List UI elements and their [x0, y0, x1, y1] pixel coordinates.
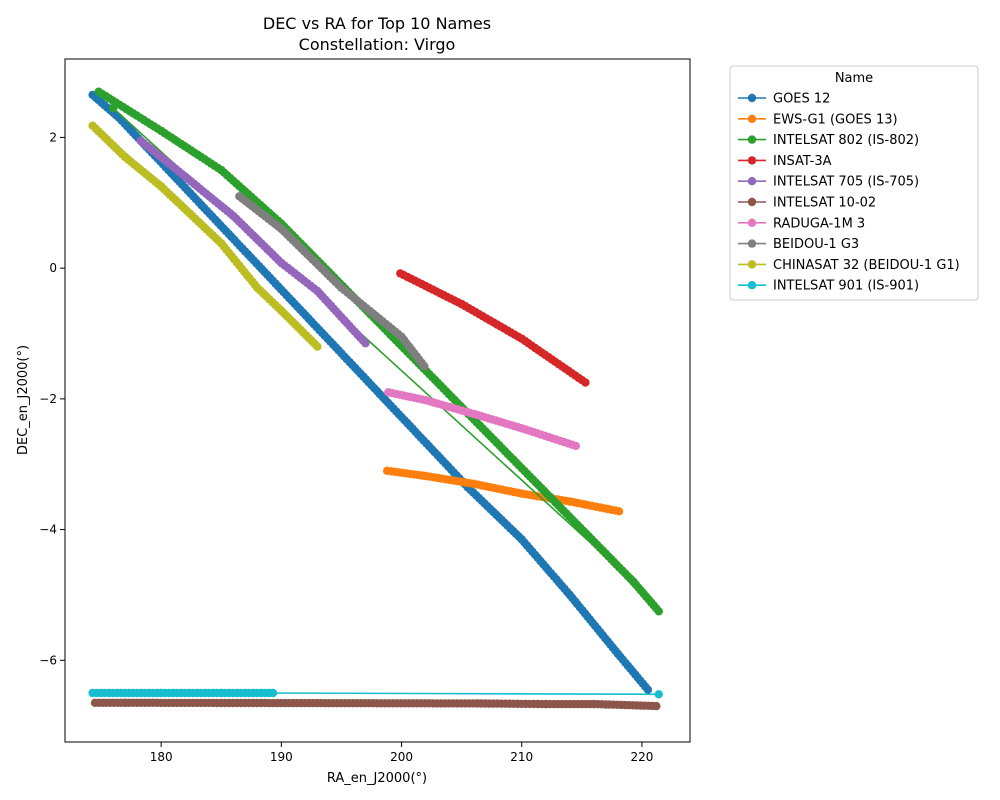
- legend-entry: INSAT-3A: [738, 154, 832, 169]
- data-point: [361, 339, 370, 348]
- legend-entry: RADUGA-1M 3: [738, 216, 865, 231]
- legend-entry: BEIDOU-1 G3: [738, 237, 859, 252]
- legend-swatch-marker: [747, 156, 757, 165]
- series-5: [90, 698, 661, 711]
- legend-swatch-marker: [747, 218, 757, 227]
- series-7: [235, 192, 429, 371]
- legend-label: INTELSAT 705 (IS-705): [773, 175, 919, 190]
- legend-box: [729, 65, 979, 301]
- data-point: [313, 342, 322, 351]
- series-2: [94, 87, 663, 616]
- legend-swatch-marker: [747, 281, 757, 290]
- y-axis-label: DEC_en_J2000(°): [16, 345, 31, 455]
- series-0: [88, 90, 653, 694]
- chart-subtitle: Constellation: Virgo: [299, 35, 456, 54]
- x-tick-label: 180: [150, 750, 173, 764]
- data-point: [652, 701, 661, 711]
- axes: 180 190 200 210 220 2 0 −2 −4 −6: [39, 130, 653, 764]
- legend-entry: INTELSAT 705 (IS-705): [738, 175, 919, 190]
- data-point: [643, 685, 653, 694]
- legend-entry: CHINASAT 32 (BEIDOU-1 G1): [738, 258, 960, 273]
- plot-area: [88, 87, 663, 711]
- legend-swatch-marker: [747, 197, 757, 207]
- legend-entry: INTELSAT 802 (IS-802): [738, 133, 919, 148]
- legend-label: INTELSAT 802 (IS-802): [773, 133, 919, 148]
- y-tick-label: −4: [39, 523, 57, 537]
- x-tick-label: 210: [510, 750, 533, 764]
- legend-items: GOES 12 EWS-G1 (GOES 13) INTELSAT 802 (IS-…: [738, 92, 960, 294]
- data-point: [571, 441, 580, 451]
- series-1: [382, 466, 624, 516]
- legend-swatch-marker: [747, 177, 757, 186]
- data-point: [420, 362, 429, 371]
- legend-title: Name: [835, 71, 873, 86]
- legend-label: GOES 12: [773, 92, 830, 107]
- x-tick-label: 220: [630, 750, 653, 764]
- legend-swatch-marker: [747, 239, 757, 248]
- data-point: [654, 607, 663, 616]
- y-tick-label: 2: [49, 130, 57, 144]
- series-9: [88, 688, 663, 699]
- legend-swatch-marker: [747, 260, 757, 269]
- legend-entry: INTELSAT 10-02: [738, 196, 876, 211]
- legend-label: BEIDOU-1 G3: [773, 237, 859, 252]
- series-6: [384, 388, 580, 451]
- legend-entry: INTELSAT 901 (IS-901): [738, 279, 919, 294]
- data-point: [614, 507, 624, 516]
- legend-swatch-marker: [747, 93, 757, 103]
- series-3: [396, 269, 590, 387]
- series-line: [272, 692, 659, 696]
- legend-entry: EWS-G1 (GOES 13): [738, 112, 898, 127]
- x-tick-label: 190: [270, 750, 293, 764]
- legend-swatch-marker: [747, 114, 757, 124]
- legend-label: INTELSAT 901 (IS-901): [773, 279, 919, 294]
- legend-label: INSAT-3A: [773, 154, 832, 169]
- legend-entry: GOES 12: [738, 92, 830, 107]
- legend-label: RADUGA-1M 3: [773, 216, 865, 231]
- legend-label: EWS-G1 (GOES 13): [773, 112, 898, 127]
- data-point: [108, 103, 118, 113]
- data-point: [268, 688, 278, 698]
- chart-title: DEC vs RA for Top 10 Names: [263, 14, 491, 33]
- legend-swatch-marker: [747, 135, 757, 144]
- data-point: [581, 378, 590, 387]
- legend: Name GOES 12 EWS-G1 (GOES 13) INTELSAT 802…: [729, 65, 979, 301]
- y-tick-label: 0: [49, 261, 57, 275]
- x-tick-label: 200: [390, 750, 413, 764]
- series-8: [88, 121, 322, 351]
- series-4: [136, 136, 370, 348]
- plot-frame: [64, 58, 691, 743]
- y-tick-label: −2: [39, 392, 57, 406]
- legend-label: CHINASAT 32 (BEIDOU-1 G1): [773, 258, 960, 273]
- data-point: [654, 690, 663, 699]
- legend-label: INTELSAT 10-02: [773, 196, 876, 211]
- x-axis-label: RA_en_J2000(°): [327, 771, 427, 786]
- y-tick-label: −6: [39, 653, 57, 667]
